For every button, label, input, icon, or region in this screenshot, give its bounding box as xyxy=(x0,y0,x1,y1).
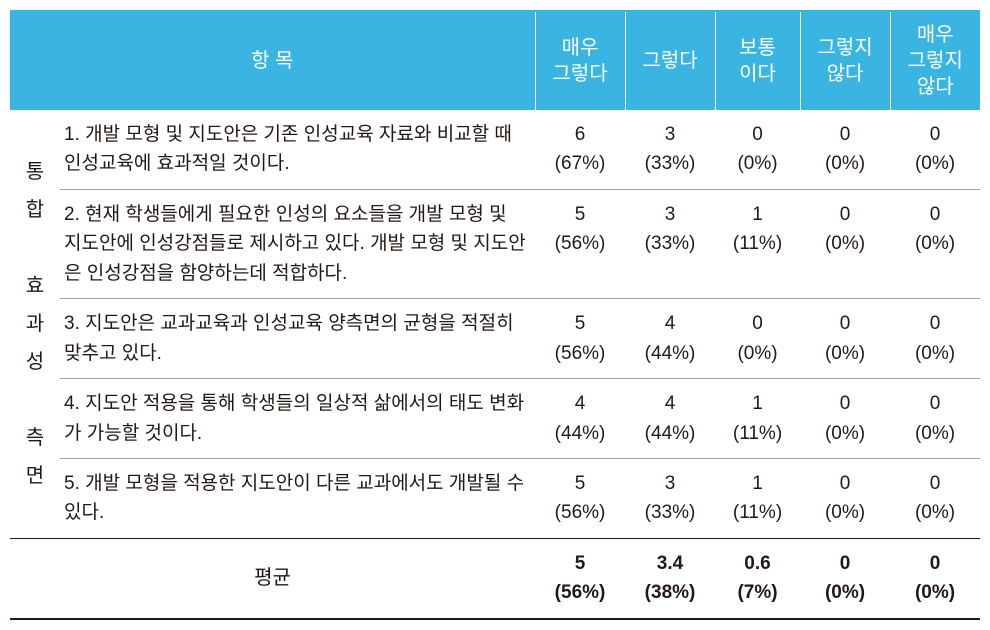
header-col-4: 매우 그렇지 않다 xyxy=(890,11,980,110)
value-cell: 4 (44%) xyxy=(535,379,625,459)
value-cell: 4 (44%) xyxy=(625,299,715,379)
value-cell: 0 (0%) xyxy=(890,110,980,189)
header-col-1: 그렇다 xyxy=(625,11,715,110)
header-item: 항 목 xyxy=(10,11,535,110)
value-cell: 0 (0%) xyxy=(800,189,890,298)
header-col-2: 보통 이다 xyxy=(715,11,800,110)
average-value: 0 (0%) xyxy=(890,538,980,618)
item-text: 4. 지도안 적용을 통해 학생들의 일상적 삶에서의 태도 변화가 가능할 것… xyxy=(60,379,535,459)
header-col-0: 매우 그렇다 xyxy=(535,11,625,110)
value-cell: 0 (0%) xyxy=(890,189,980,298)
value-cell: 3 (33%) xyxy=(625,110,715,189)
value-cell: 0 (0%) xyxy=(890,379,980,459)
table-row: 4. 지도안 적용을 통해 학생들의 일상적 삶에서의 태도 변화가 가능할 것… xyxy=(10,379,980,459)
value-cell: 0 (0%) xyxy=(890,458,980,538)
value-cell: 1 (11%) xyxy=(715,458,800,538)
header-col-3: 그렇지 않다 xyxy=(800,11,890,110)
average-value: 0 (0%) xyxy=(800,538,890,618)
value-cell: 1 (11%) xyxy=(715,189,800,298)
value-cell: 0 (0%) xyxy=(800,299,890,379)
item-text: 1. 개발 모형 및 지도안은 기존 인성교육 자료와 비교할 때 인성교육에 … xyxy=(60,110,535,189)
item-text: 3. 지도안은 교과교육과 인성교육 양측면의 균형을 적절히 맞추고 있다. xyxy=(60,299,535,379)
table-row: 3. 지도안은 교과교육과 인성교육 양측면의 균형을 적절히 맞추고 있다.5… xyxy=(10,299,980,379)
value-cell: 0 (0%) xyxy=(800,458,890,538)
value-cell: 4 (44%) xyxy=(625,379,715,459)
table-row: 2. 현재 학생들에게 필요한 인성의 요소들을 개발 모형 및 지도안에 인성… xyxy=(10,189,980,298)
average-value: 3.4 (38%) xyxy=(625,538,715,618)
category-label: 통 합 효 과 성 측 면 xyxy=(10,110,60,538)
item-text: 5. 개발 모형을 적용한 지도안이 다른 교과에서도 개발될 수 있다. xyxy=(60,458,535,538)
value-cell: 0 (0%) xyxy=(715,110,800,189)
table-row: 5. 개발 모형을 적용한 지도안이 다른 교과에서도 개발될 수 있다.5 (… xyxy=(10,458,980,538)
value-cell: 0 (0%) xyxy=(715,299,800,379)
value-cell: 3 (33%) xyxy=(625,189,715,298)
average-label: 평균 xyxy=(10,538,535,618)
value-cell: 5 (56%) xyxy=(535,189,625,298)
item-text: 2. 현재 학생들에게 필요한 인성의 요소들을 개발 모형 및 지도안에 인성… xyxy=(60,189,535,298)
value-cell: 3 (33%) xyxy=(625,458,715,538)
value-cell: 5 (56%) xyxy=(535,458,625,538)
value-cell: 5 (56%) xyxy=(535,299,625,379)
average-row: 평균5 (56%)3.4 (38%)0.6 (7%)0 (0%)0 (0%) xyxy=(10,538,980,618)
header-row: 항 목 매우 그렇다 그렇다 보통 이다 그렇지 않다 매우 그렇지 않다 xyxy=(10,11,980,110)
value-cell: 0 (0%) xyxy=(800,110,890,189)
average-value: 5 (56%) xyxy=(535,538,625,618)
average-value: 0.6 (7%) xyxy=(715,538,800,618)
survey-table: 항 목 매우 그렇다 그렇다 보통 이다 그렇지 않다 매우 그렇지 않다 통 … xyxy=(10,10,980,620)
value-cell: 6 (67%) xyxy=(535,110,625,189)
value-cell: 1 (11%) xyxy=(715,379,800,459)
value-cell: 0 (0%) xyxy=(890,299,980,379)
value-cell: 0 (0%) xyxy=(800,379,890,459)
table-row: 통 합 효 과 성 측 면1. 개발 모형 및 지도안은 기존 인성교육 자료와… xyxy=(10,110,980,189)
